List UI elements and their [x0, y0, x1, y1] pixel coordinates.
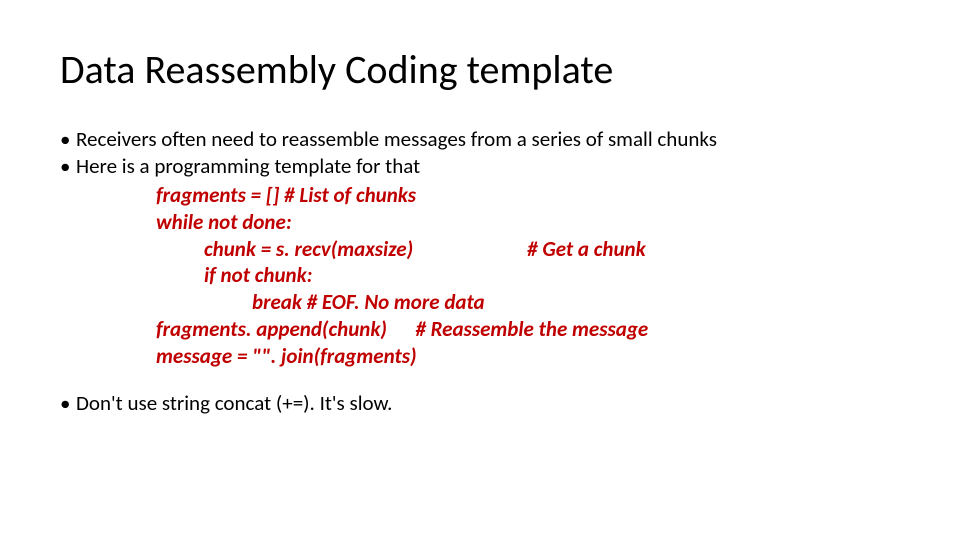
slide-title: Data Reassembly Coding template	[60, 48, 900, 92]
slide-container: Data Reassembly Coding template • Receiv…	[0, 0, 960, 540]
bullet-text: Don't use string concat (+=). It's slow.	[76, 390, 393, 416]
bullet-text: Receivers often need to reassemble messa…	[76, 126, 717, 152]
code-line: if not chunk:	[156, 262, 900, 289]
bullet-item: • Don't use string concat (+=). It's slo…	[60, 390, 900, 417]
code-line: fragments = [] # List of chunks	[156, 182, 900, 209]
code-line: while not done:	[156, 209, 900, 236]
code-line: chunk = s. recv(maxsize) # Get a chunk	[156, 236, 900, 263]
bullet-dot: •	[60, 126, 76, 153]
code-line: break # EOF. No more data	[156, 289, 900, 316]
bullet-text: Here is a programming template for that	[76, 153, 420, 179]
bullet-item: • Here is a programming template for tha…	[60, 153, 900, 180]
bullet-dot: •	[60, 390, 76, 417]
slide-body: • Receivers often need to reassemble mes…	[60, 126, 900, 417]
code-block: fragments = [] # List of chunks while no…	[156, 182, 900, 370]
code-line: fragments. append(chunk) # Reassemble th…	[156, 316, 900, 343]
code-line: message = "". join(fragments)	[156, 343, 900, 370]
bullet-dot: •	[60, 153, 76, 180]
bullet-item: • Receivers often need to reassemble mes…	[60, 126, 900, 153]
